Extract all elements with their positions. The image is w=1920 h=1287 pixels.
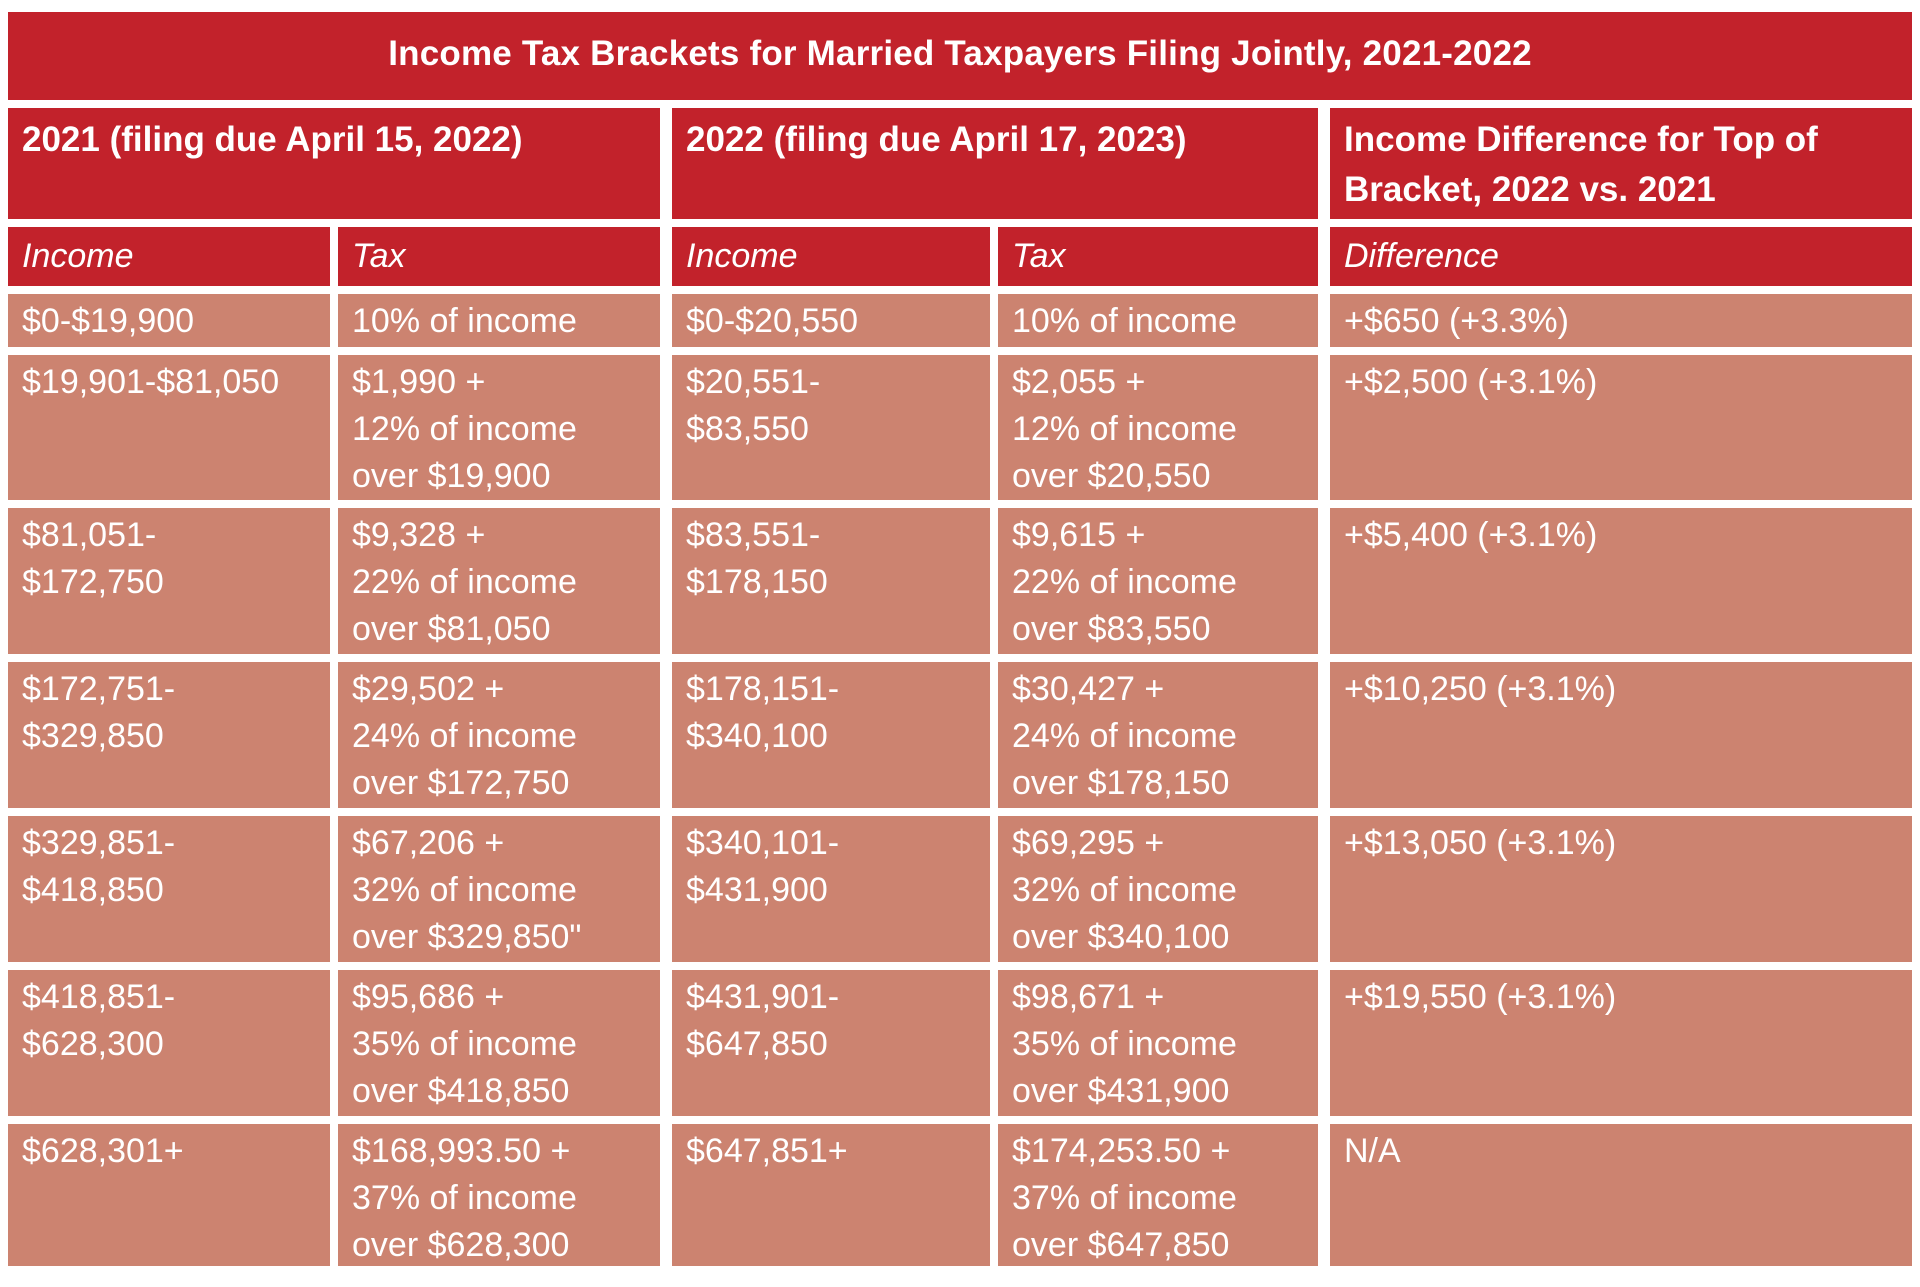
table-cell: $418,851- $628,300 [8, 970, 330, 1116]
table-cell: $0-$19,900 [8, 294, 330, 347]
table-cell: $168,993.50 + 37% of income over $628,30… [338, 1124, 660, 1266]
column-header-tax-2022: Tax [998, 227, 1318, 286]
table-cell: $20,551- $83,550 [672, 355, 990, 500]
table-cell: $30,427 + 24% of income over $178,150 [998, 662, 1318, 808]
table-cell: $19,901-$81,050 [8, 355, 330, 500]
table-cell: $0-$20,550 [672, 294, 990, 347]
column-header-income-2021: Income [8, 227, 330, 286]
table-cell: $178,151- $340,100 [672, 662, 990, 808]
table-cell: $67,206 + 32% of income over $329,850" [338, 816, 660, 962]
table-cell: $83,551- $178,150 [672, 508, 990, 654]
table-cell: $81,051- $172,750 [8, 508, 330, 654]
table-cell: $628,301+ [8, 1124, 330, 1266]
table-cell: +$2,500 (+3.1%) [1330, 355, 1912, 500]
table-cell: $329,851- $418,850 [8, 816, 330, 962]
column-header-income-2022: Income [672, 227, 990, 286]
table-cell: $1,990 + 12% of income over $19,900 [338, 355, 660, 500]
table-cell: $9,328 + 22% of income over $81,050 [338, 508, 660, 654]
table-cell: 10% of income [998, 294, 1318, 347]
table-cell: +$650 (+3.3%) [1330, 294, 1912, 347]
table-cell: +$10,250 (+3.1%) [1330, 662, 1912, 808]
column-header-tax-2021: Tax [338, 227, 660, 286]
table-cell: $174,253.50 + 37% of income over $647,85… [998, 1124, 1318, 1266]
table-cell: 10% of income [338, 294, 660, 347]
table-cell: +$19,550 (+3.1%) [1330, 970, 1912, 1116]
table-cell: $2,055 + 12% of income over $20,550 [998, 355, 1318, 500]
column-group-header-difference: Income Difference for Top of Bracket, 20… [1330, 108, 1912, 219]
column-group-header-2021: 2021 (filing due April 15, 2022) [8, 108, 660, 219]
column-group-header-2022: 2022 (filing due April 17, 2023) [672, 108, 1318, 219]
table-cell: $95,686 + 35% of income over $418,850 [338, 970, 660, 1116]
table-cell: $647,851+ [672, 1124, 990, 1266]
table-cell: $69,295 + 32% of income over $340,100 [998, 816, 1318, 962]
table-cell: $340,101- $431,900 [672, 816, 990, 962]
table-cell: $9,615 + 22% of income over $83,550 [998, 508, 1318, 654]
table-cell: $98,671 + 35% of income over $431,900 [998, 970, 1318, 1116]
table-cell: N/A [1330, 1124, 1912, 1266]
tax-brackets-table: Income Tax Brackets for Married Taxpayer… [8, 12, 1912, 1266]
table-cell: +$5,400 (+3.1%) [1330, 508, 1912, 654]
table-cell: $172,751- $329,850 [8, 662, 330, 808]
table-cell: $29,502 + 24% of income over $172,750 [338, 662, 660, 808]
table-cell: +$13,050 (+3.1%) [1330, 816, 1912, 962]
column-header-difference: Difference [1330, 227, 1912, 286]
table-title: Income Tax Brackets for Married Taxpayer… [8, 12, 1912, 100]
table-cell: $431,901- $647,850 [672, 970, 990, 1116]
